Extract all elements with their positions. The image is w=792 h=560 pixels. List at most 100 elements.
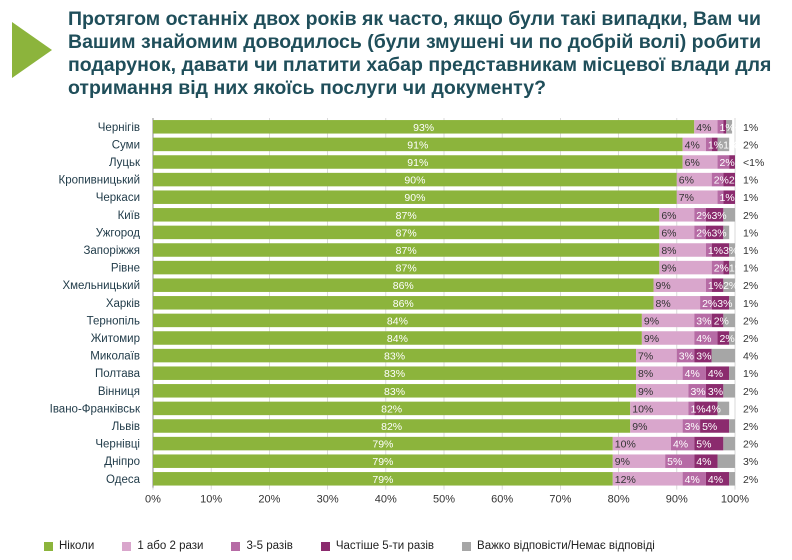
bar-segment	[717, 454, 735, 468]
category-label: Чернівці	[95, 439, 140, 451]
bar-segment	[711, 278, 724, 292]
data-label: 5%	[667, 456, 682, 468]
data-label: 4%	[708, 474, 723, 486]
data-label: 4%	[706, 403, 721, 415]
bar-segment	[723, 260, 730, 275]
stacked-bar-chart: 0% 10% 20% 30% 40% 50% 60% 70% 80% 90% 100% Чернігі…	[50, 118, 764, 506]
bar-segment	[723, 384, 735, 398]
bar-segment	[717, 120, 724, 134]
data-label: 6%	[679, 175, 694, 187]
bar-segment	[711, 172, 724, 187]
data-label: 1%	[743, 227, 758, 239]
data-label: 2%	[714, 263, 729, 275]
data-label: 1%	[743, 192, 758, 204]
data-label: 1%	[720, 122, 735, 134]
bar-segment	[682, 419, 701, 433]
chart-legend: Ніколи 1 або 2 рази 3-5 разів Частіше 5-ти …	[44, 536, 792, 556]
legend-label: 3-5 разів	[246, 540, 293, 552]
bar-segment	[717, 137, 730, 152]
x-tick-label: 0%	[145, 494, 161, 506]
bar-segment	[641, 313, 695, 328]
data-label: 2%	[714, 175, 729, 187]
bar-segment	[729, 260, 735, 275]
category-label: Полтава	[95, 368, 141, 380]
data-label: 9%	[632, 421, 647, 433]
bar-segment	[153, 419, 631, 433]
title-area: Протягом останніх двох років як часто, я…	[0, 0, 792, 112]
bar-segment	[153, 260, 660, 275]
data-label: 87%	[396, 263, 417, 275]
legend-label: 1 або 2 рази	[137, 540, 204, 552]
data-label: 4%	[696, 333, 711, 345]
data-label: 84%	[387, 333, 408, 345]
data-label: 3%	[696, 315, 711, 327]
bar-segment	[153, 155, 683, 169]
data-label: 9%	[644, 333, 659, 345]
legend-swatch	[44, 541, 53, 551]
bar-segment	[153, 278, 654, 292]
legend-swatch	[122, 541, 132, 551]
data-label: 1%	[735, 157, 750, 169]
bar-segment	[700, 296, 712, 310]
bar-segment	[153, 366, 637, 380]
bar-segment	[676, 190, 718, 204]
bar-segment	[723, 172, 735, 187]
data-label: 83%	[384, 368, 405, 380]
data-label: 1%	[743, 245, 758, 257]
category-label: Харків	[106, 298, 140, 310]
legend-label: Важко відповісти/Немає відповіді	[477, 540, 655, 552]
data-label: 1%	[708, 280, 723, 292]
data-label: 7%	[638, 351, 653, 363]
bar-segment	[705, 137, 712, 152]
bar-segment	[711, 243, 730, 257]
bar-segment	[641, 331, 695, 345]
data-label: 2%	[696, 227, 711, 239]
data-label: 4%	[685, 368, 700, 380]
bar-segment	[694, 454, 718, 468]
x-tick-label: 60%	[491, 494, 513, 506]
bar-segment	[665, 454, 695, 468]
bar-segment	[153, 243, 660, 257]
data-label: 1%	[743, 298, 758, 310]
bar-segment	[729, 243, 735, 257]
data-label: 2%	[743, 315, 758, 327]
bar-segment	[729, 472, 735, 486]
bar-segment	[694, 313, 712, 328]
data-label: 9%	[661, 263, 676, 275]
bar-segment	[153, 190, 677, 204]
x-tick-label: 80%	[608, 494, 630, 506]
data-label: 4%	[743, 351, 758, 363]
legend-label: Ніколи	[59, 540, 95, 552]
category-label: Одеса	[106, 474, 141, 486]
data-label: 12%	[615, 474, 636, 486]
legend-swatch	[320, 541, 330, 551]
bar-segment	[711, 296, 730, 310]
bar-segment	[653, 296, 701, 310]
data-label: <1%	[743, 157, 764, 169]
data-label: 6%	[661, 210, 676, 222]
data-label: 79%	[372, 474, 393, 486]
data-label: 2%	[743, 139, 758, 151]
bar-segment	[676, 348, 695, 363]
data-label: 4%	[685, 474, 700, 486]
data-label: 83%	[384, 351, 405, 363]
bar-segment	[705, 384, 724, 398]
bar-segment	[723, 225, 730, 240]
bar-segment	[636, 384, 689, 398]
data-label: 2%	[720, 333, 735, 345]
data-label: 1%	[743, 175, 758, 187]
data-label: 5%	[702, 421, 717, 433]
bar-segment	[723, 436, 735, 451]
category-label: Дніпро	[104, 456, 140, 468]
bar-segment	[682, 155, 718, 169]
bar-segment	[711, 348, 735, 363]
data-label: 82%	[381, 403, 402, 415]
data-label: 3%	[696, 351, 711, 363]
legend-item: 3-5 разів	[231, 540, 293, 552]
data-label: 3%	[743, 456, 758, 468]
data-label: 87%	[396, 210, 417, 222]
data-label: 6%	[661, 227, 676, 239]
bar-segment	[630, 401, 689, 416]
bar-segment	[700, 419, 730, 433]
bar-segment	[717, 331, 730, 345]
